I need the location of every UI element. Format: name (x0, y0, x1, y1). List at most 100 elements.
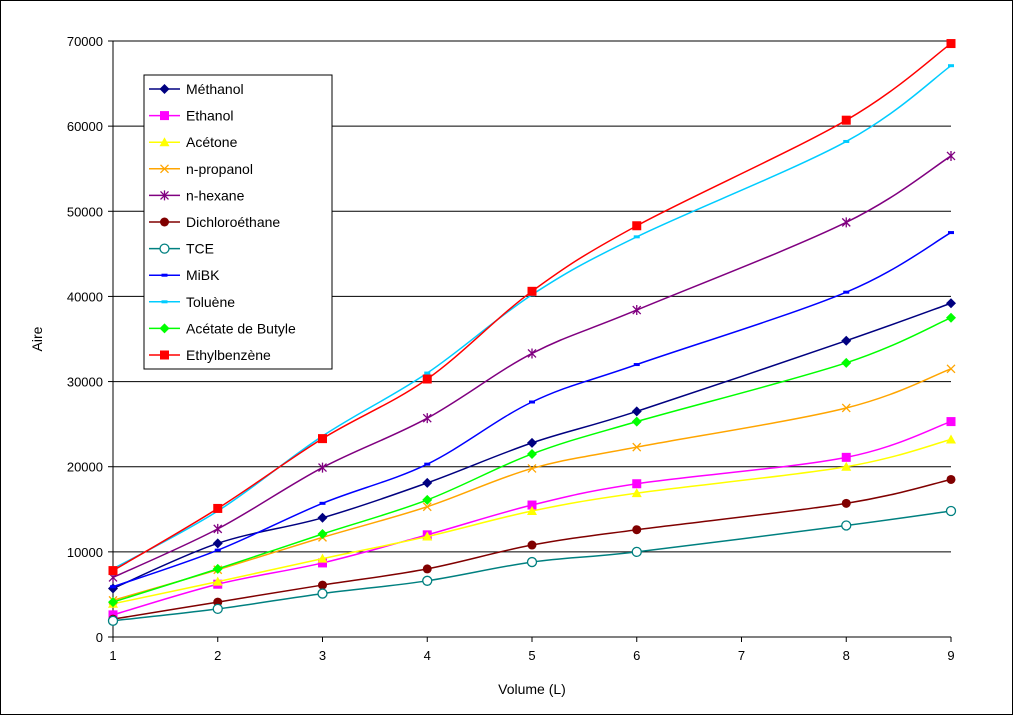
legend-label: Ethanol (186, 108, 233, 124)
data-point (214, 548, 221, 552)
data-point (318, 580, 327, 590)
legend-item: Acétate de Butyle (149, 320, 296, 336)
data-point (318, 434, 327, 444)
y-tick-label: 0 (96, 630, 103, 645)
legend-swatch-marker (159, 323, 170, 334)
data-point (319, 501, 326, 505)
data-point (527, 463, 537, 473)
data-point (213, 523, 223, 534)
data-point (318, 462, 327, 473)
legend-swatch-marker (160, 350, 169, 360)
legend-label: n-propanol (186, 161, 253, 177)
data-point (841, 498, 851, 508)
legend-swatch-marker (159, 84, 170, 94)
data-point (422, 477, 433, 488)
data-point (527, 437, 537, 448)
data-point (527, 448, 537, 459)
series-line (112, 420, 952, 616)
data-point (843, 139, 850, 143)
y-tick-label: 70000 (67, 34, 103, 49)
data-point (212, 576, 223, 586)
y-tick-label: 60000 (67, 119, 103, 134)
data-point (422, 494, 433, 505)
data-point (946, 298, 956, 309)
data-point (841, 217, 851, 228)
data-point (213, 503, 223, 513)
legend-swatch-marker (160, 190, 169, 201)
y-tick-label: 50000 (67, 204, 103, 219)
data-point (841, 461, 852, 471)
legend-item: Toluène (149, 294, 235, 310)
legend: Méthanol Ethanol Acétone n-propanol n-hexane… (143, 74, 333, 370)
data-point (946, 364, 956, 374)
legend-item: n-hexane (149, 187, 245, 203)
series-4 (108, 150, 956, 583)
legend-item: n-propanol (149, 161, 253, 177)
series-9 (108, 312, 956, 608)
data-point (527, 348, 537, 359)
data-point (946, 434, 956, 444)
data-point (317, 588, 328, 599)
legend-item: MiBK (149, 267, 220, 283)
data-point (946, 39, 956, 49)
x-axis-ticks: 1 2 3 4 5 6 7 8 9 (109, 637, 955, 663)
series-line (112, 231, 952, 588)
data-point (632, 479, 642, 489)
legend-label: Dichloroéthane (186, 214, 280, 230)
data-point (946, 150, 956, 161)
x-tick-label: 5 (528, 648, 535, 663)
series-line (112, 155, 952, 579)
legend-label: MiBK (186, 267, 220, 283)
data-point (317, 512, 328, 523)
x-tick-label: 7 (738, 648, 745, 663)
data-point (945, 505, 957, 517)
x-tick-label: 9 (947, 648, 954, 663)
x-tick-label: 1 (109, 648, 116, 663)
data-point (841, 403, 851, 413)
data-point (422, 564, 432, 574)
y-tick-label: 40000 (67, 289, 103, 304)
data-point (212, 538, 223, 549)
x-tick-label: 4 (424, 648, 431, 663)
series-line (112, 42, 952, 572)
legend-swatch-marker (160, 111, 169, 121)
data-point (946, 312, 956, 323)
data-point (841, 115, 851, 125)
data-point (632, 442, 642, 452)
data-point (422, 531, 433, 541)
data-point (632, 221, 642, 231)
data-point (631, 488, 642, 498)
legend-swatch-marker (160, 164, 169, 174)
legend-label: Acétate de Butyle (186, 320, 296, 336)
data-point (212, 603, 223, 615)
data-point (632, 305, 642, 316)
legend-label: Ethylbenzène (186, 347, 271, 363)
data-point (107, 615, 119, 626)
legend-swatch-marker (161, 300, 168, 304)
data-point (422, 502, 432, 512)
series-layer (107, 39, 957, 626)
data-point (631, 406, 642, 417)
data-point (631, 546, 642, 558)
data-point (108, 597, 118, 608)
legend-item: Dichloroéthane (149, 214, 280, 230)
data-point (841, 335, 852, 346)
legend-item: Méthanol (149, 81, 244, 97)
x-tick-label: 6 (633, 648, 640, 663)
data-point (527, 505, 537, 515)
data-point (527, 540, 537, 550)
data-point (631, 416, 642, 427)
data-point (527, 286, 537, 296)
data-point (422, 413, 432, 424)
x-tick-label: 3 (319, 648, 326, 663)
legend-label: n-hexane (186, 187, 245, 203)
y-tick-label: 10000 (67, 545, 103, 560)
legend-label: Toluène (186, 294, 235, 310)
series-5 (108, 474, 956, 624)
data-point (212, 563, 223, 574)
x-tick-label: 2 (214, 648, 221, 663)
data-point (317, 528, 328, 539)
data-point (110, 585, 116, 589)
legend-swatch-marker (160, 217, 169, 227)
